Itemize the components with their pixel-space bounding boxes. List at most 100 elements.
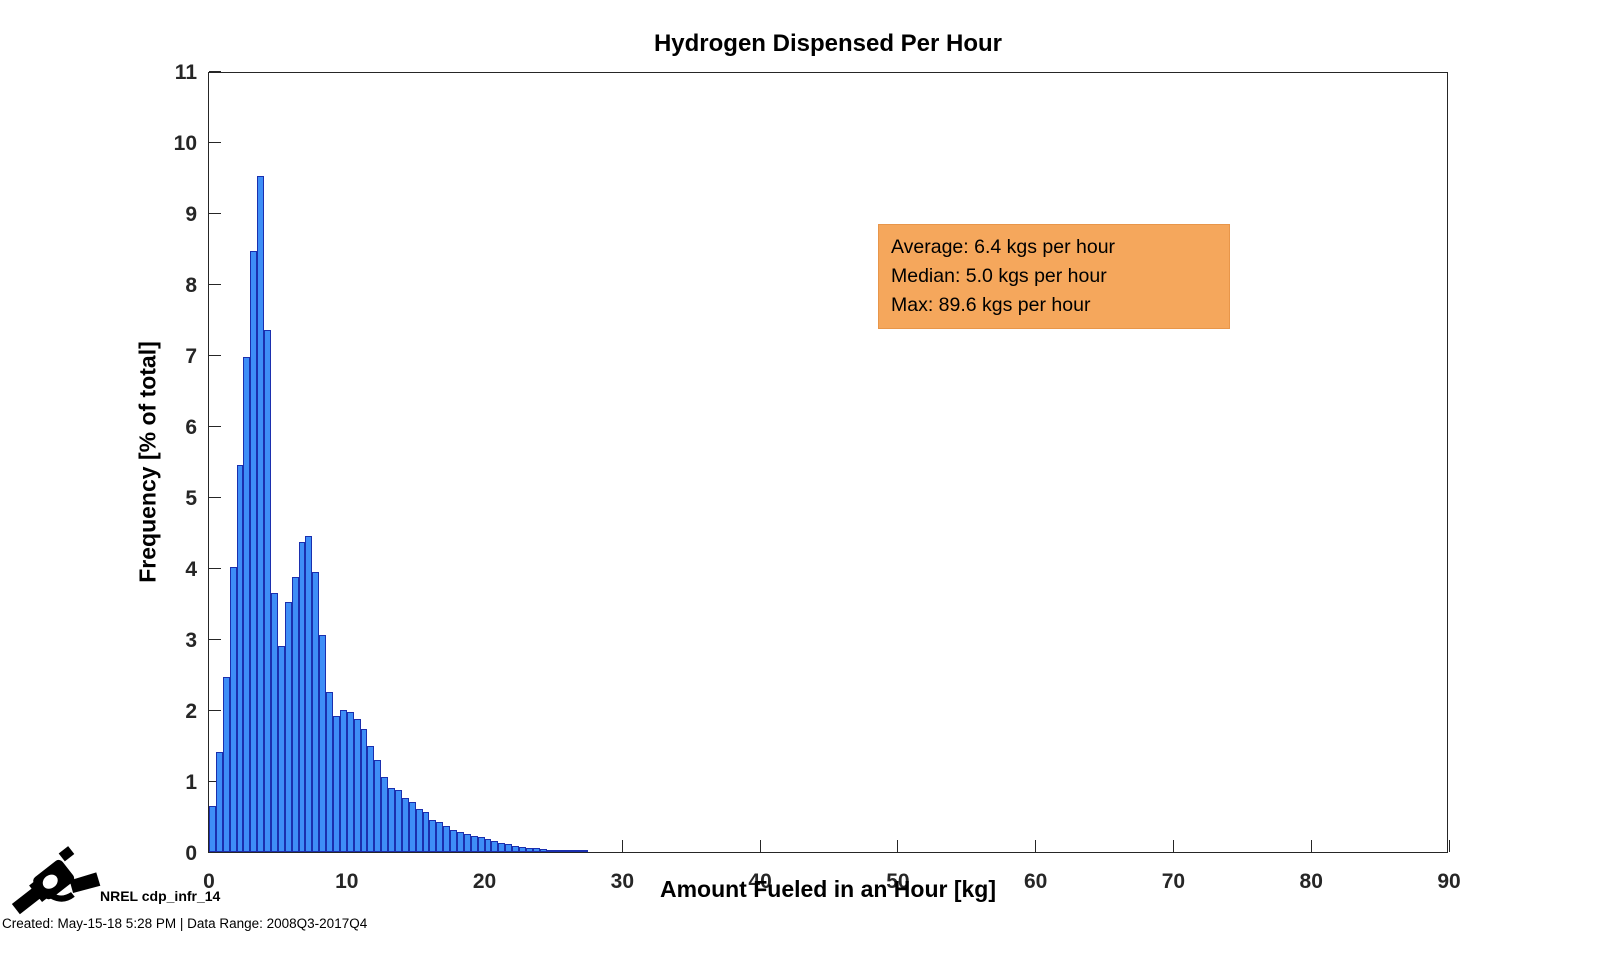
histogram-bar [271, 592, 278, 852]
histogram-bar [222, 677, 230, 852]
x-tick-label: 70 [1161, 870, 1186, 893]
histogram-bar [374, 760, 382, 852]
y-axis-tick [209, 567, 221, 569]
x-tick-label: 0 [203, 870, 215, 893]
histogram-bar [319, 635, 327, 852]
histogram-bar [339, 710, 347, 852]
histogram-bar [546, 849, 554, 852]
histogram-bar [236, 465, 244, 852]
histogram-bar [505, 844, 513, 852]
histogram-bar [422, 812, 430, 852]
histogram-bar [291, 577, 299, 852]
x-axis-tick [621, 840, 623, 852]
x-tick-label: 80 [1299, 870, 1323, 893]
histogram-bar [401, 798, 409, 852]
histogram-bar [484, 839, 492, 852]
histogram-bar [298, 541, 306, 852]
histogram-bar [436, 822, 444, 852]
histogram-bar [574, 850, 581, 852]
y-tick-label: 3 [185, 629, 197, 652]
x-axis-tick [1448, 840, 1450, 852]
y-axis-tick [209, 851, 221, 853]
y-tick-label: 8 [185, 274, 197, 297]
x-axis-tick [897, 840, 899, 852]
histogram-bar [367, 745, 375, 852]
y-axis-tick [209, 496, 221, 498]
histogram-bar [457, 832, 464, 852]
y-axis-tick [209, 212, 221, 214]
y-tick-label: 10 [173, 132, 197, 155]
histogram-bar [257, 176, 265, 852]
y-tick-label: 7 [185, 345, 197, 368]
nozzle-spout [11, 888, 41, 915]
y-tick-label: 6 [185, 416, 197, 439]
nozzle-handle [69, 872, 101, 894]
y-axis-tick [209, 638, 221, 640]
histogram-bar [312, 571, 320, 852]
nozzle-lever [58, 846, 75, 862]
histogram-bar [215, 751, 223, 852]
footer-dataset-label: NREL cdp_infr_14 [100, 888, 221, 904]
histogram-bar [525, 847, 533, 852]
y-axis-tick [209, 425, 221, 427]
x-axis-tick [1310, 840, 1312, 852]
histogram-bar [429, 820, 437, 852]
x-axis-tick [759, 840, 761, 852]
y-axis-tick [209, 780, 221, 782]
y-axis-tick [209, 141, 221, 143]
histogram-bar [264, 330, 271, 852]
y-tick-label: 0 [185, 842, 197, 865]
histogram-bar [415, 808, 423, 852]
histogram-bar [519, 847, 526, 852]
histogram-bar [553, 850, 561, 852]
nozzle-trigger [50, 892, 75, 902]
x-axis-tick [1172, 840, 1174, 852]
histogram-bar [305, 536, 313, 852]
histogram-bar [450, 830, 457, 852]
x-tick-label: 50 [886, 870, 910, 893]
histogram-bar [243, 357, 251, 852]
x-tick-label: 40 [748, 870, 772, 893]
x-tick-label: 90 [1437, 870, 1461, 893]
histogram-bar [284, 602, 292, 852]
x-axis-tick [1035, 840, 1037, 852]
histogram-bar [581, 850, 588, 852]
stat-line-max: Max: 89.6 kgs per hour [891, 294, 1091, 316]
y-axis-tick [209, 709, 221, 711]
histogram-bar [346, 712, 354, 852]
histogram-bar [532, 848, 540, 852]
y-axis-label: Frequency [% of total] [134, 341, 161, 583]
stat-line-average: Average: 6.4 kgs per hour [891, 236, 1116, 258]
stat-line-median: Median: 5.0 kgs per hour [891, 265, 1107, 287]
histogram-bar [470, 835, 478, 852]
y-tick-label: 9 [185, 203, 197, 226]
histogram-bar [333, 715, 340, 852]
histogram-bar [567, 850, 575, 852]
histogram-bar [491, 841, 499, 852]
histogram-bar [408, 802, 416, 852]
y-axis-tick [209, 70, 221, 72]
x-tick-label: 10 [335, 870, 359, 893]
histogram-bar [498, 842, 506, 852]
x-tick-label: 20 [472, 870, 497, 893]
histogram-bar [209, 805, 216, 852]
histogram-bar [381, 777, 389, 852]
fuel-nozzle-icon [11, 846, 101, 915]
y-axis-tick [209, 354, 221, 356]
histogram-bar [463, 834, 471, 852]
y-tick-label: 11 [174, 61, 197, 84]
footer-created-text: Created: May-15-18 5:28 PM | Data Range:… [2, 916, 368, 931]
x-tick-label: 30 [610, 870, 635, 893]
histogram-bar [560, 850, 568, 852]
histogram-bar [277, 646, 285, 852]
x-tick-label: 60 [1023, 870, 1048, 893]
histogram-bar [443, 826, 451, 852]
y-axis-tick [209, 283, 221, 285]
histogram-bar [539, 849, 547, 852]
nozzle-hole [42, 874, 58, 889]
y-tick-label: 4 [185, 558, 197, 581]
histogram-bar [360, 729, 368, 852]
y-tick-label: 5 [185, 487, 197, 510]
histogram-bar [395, 789, 402, 852]
